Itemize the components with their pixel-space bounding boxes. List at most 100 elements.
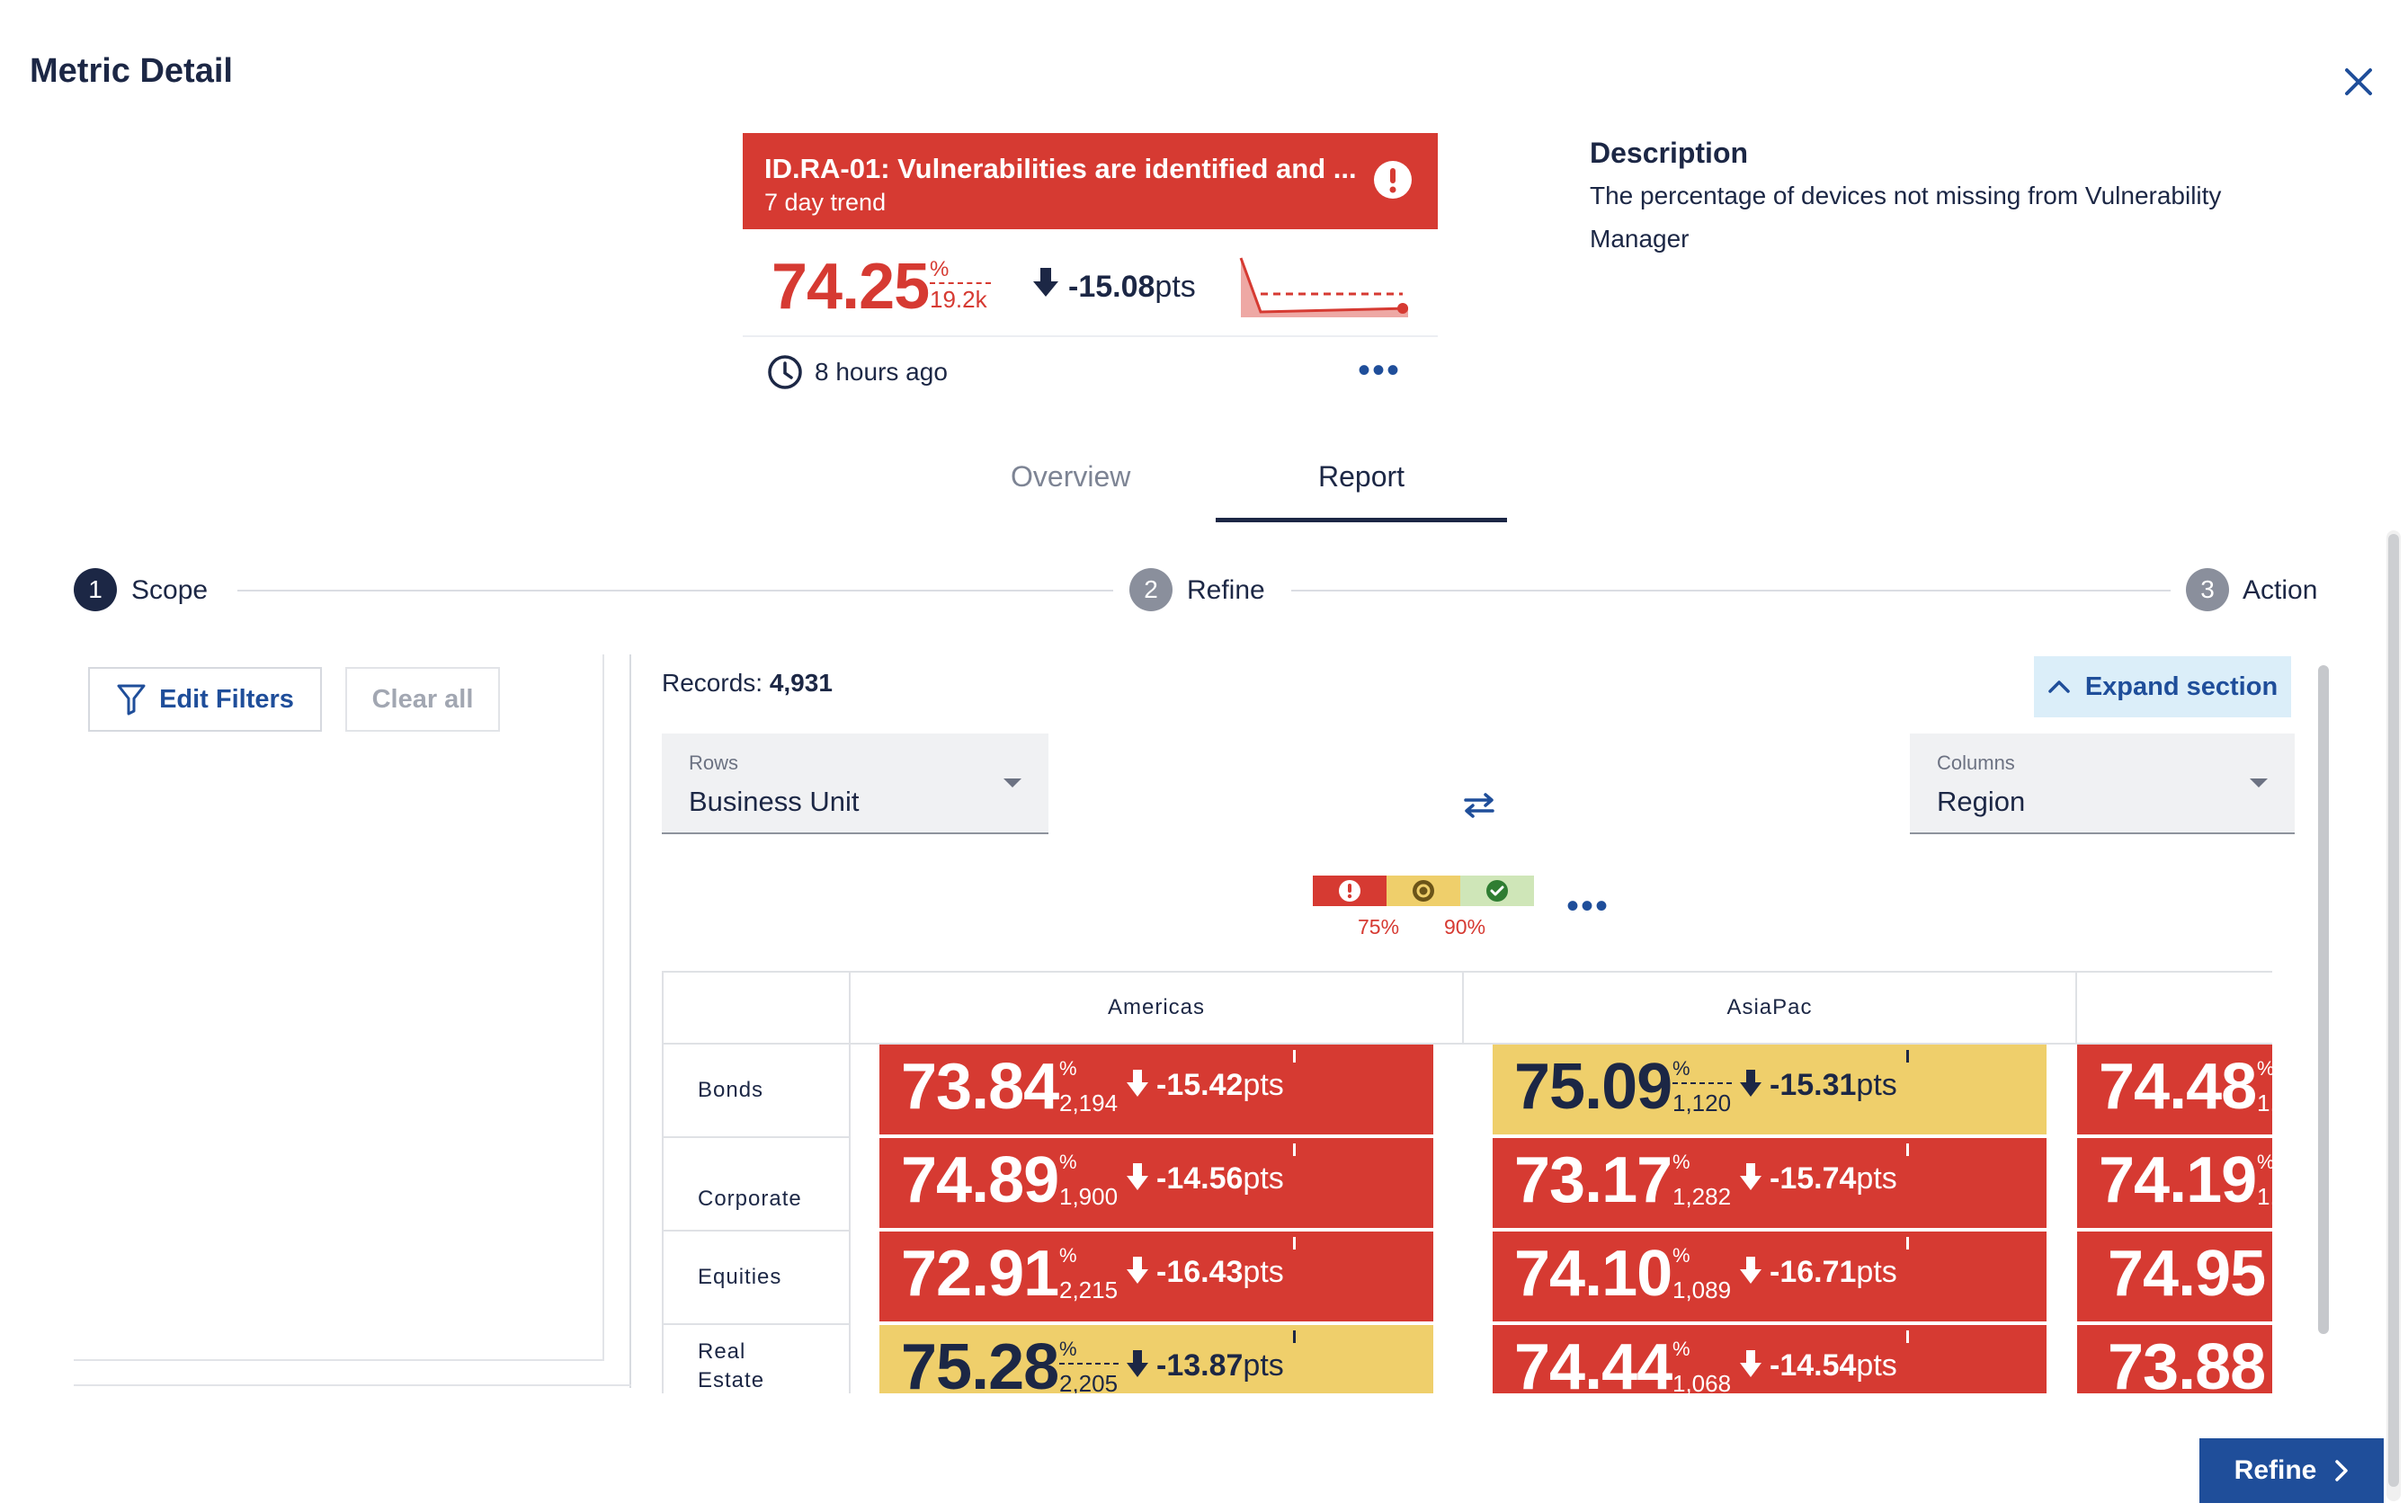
cell-delta-unit: pts	[1243, 1068, 1284, 1102]
legend-bad-segment	[1313, 876, 1387, 906]
cell-count: 1,120	[1672, 1090, 1732, 1116]
arrow-down-icon	[1127, 1070, 1148, 1097]
trend-sparkline	[1239, 257, 1409, 317]
threshold-low-label: 75%	[1358, 915, 1400, 938]
table-cell[interactable]: 72.91 % 2,215 -16.43pts	[879, 1232, 1433, 1321]
clear-all-button[interactable]: Clear all	[345, 667, 500, 732]
arrow-down-icon	[1740, 1163, 1761, 1190]
cell-count: 2,194	[1059, 1090, 1119, 1116]
metric-delta-unit: pts	[1155, 270, 1196, 304]
cell-delta: -14.54pts	[1770, 1348, 1897, 1383]
threshold-high-label: 90%	[1444, 915, 1486, 938]
table-cell[interactable]: 73.17 % 1,282 -15.74pts	[1493, 1138, 2047, 1228]
table-cell[interactable]: 75.09 % 1,120 -15.31pts	[1493, 1045, 2047, 1134]
metric-percent-symbol: %	[930, 257, 991, 284]
row-label-bonds: Bonds	[664, 1045, 851, 1138]
metric-delta: -15.08pts	[1068, 270, 1196, 305]
legend-more-options-icon[interactable]: •••	[1566, 886, 1610, 926]
cell-count: 1,068	[1672, 1370, 1732, 1393]
caret-down-icon	[1003, 778, 1021, 787]
table-cell[interactable]: 75.28 % 2,205 -13.87pts	[879, 1325, 1433, 1393]
cell-count: 2,215	[1059, 1276, 1119, 1303]
cell-marker	[1906, 1237, 1909, 1250]
table-cell[interactable]: 74.48 % 1,	[2077, 1045, 2272, 1134]
table-scrollbar[interactable]	[2318, 665, 2329, 1334]
cell-delta: -13.87pts	[1156, 1348, 1284, 1383]
chevron-right-icon	[2335, 1460, 2349, 1481]
cell-value: 74.44	[1514, 1331, 1672, 1393]
cell-delta-unit: pts	[1856, 1068, 1897, 1102]
cell-delta-value: -15.74	[1770, 1161, 1857, 1196]
active-tab-indicator	[1216, 518, 1507, 522]
tab-overview[interactable]: Overview	[1011, 460, 1131, 493]
cell-marker	[1906, 1143, 1909, 1156]
cell-count: 1,282	[1672, 1183, 1732, 1210]
threshold-legend[interactable]	[1313, 876, 1534, 906]
column-header-americas: Americas	[851, 973, 1464, 1045]
cell-delta-value: -15.31	[1770, 1068, 1857, 1102]
table-cell[interactable]: 74.10 % 1,089 -16.71pts	[1493, 1232, 2047, 1321]
page-title: Metric Detail	[30, 52, 233, 90]
refine-button[interactable]: Refine	[2199, 1438, 2384, 1503]
cell-delta: -15.31pts	[1770, 1068, 1897, 1103]
metric-value: 74.25	[771, 251, 930, 323]
step-3-indicator[interactable]: 3	[2186, 568, 2229, 611]
table-cell[interactable]: 74.95	[2077, 1232, 2272, 1321]
edit-filters-button[interactable]: Edit Filters	[88, 667, 322, 732]
table-cell[interactable]: 74.44 % 1,068 -14.54pts	[1493, 1325, 2047, 1393]
panel-separator	[629, 654, 631, 1388]
cell-delta-unit: pts	[1856, 1255, 1897, 1289]
swap-icon[interactable]	[1458, 787, 1500, 823]
tab-report[interactable]: Report	[1318, 460, 1405, 493]
metric-subtitle: 7 day trend	[764, 189, 887, 216]
rows-select[interactable]: Rows Business Unit	[662, 734, 1048, 834]
cell-percent: %	[1672, 1057, 1732, 1084]
cell-marker	[1293, 1237, 1296, 1250]
legend-warn-segment	[1387, 876, 1460, 906]
arrow-down-icon	[1127, 1350, 1148, 1377]
page-scrollbar[interactable]	[2388, 534, 2399, 1487]
arrow-down-icon	[1740, 1350, 1761, 1377]
records-count: Records: 4,931	[662, 669, 833, 698]
cell-value: 74.48	[2099, 1051, 2257, 1123]
table-cell[interactable]: 73.84 % 2,194 -15.42pts	[879, 1045, 1433, 1134]
cell-delta-unit: pts	[1243, 1348, 1284, 1383]
table-cell[interactable]: 74.89 % 1,900 -14.56pts	[879, 1138, 1433, 1228]
step-1-label[interactable]: Scope	[131, 575, 209, 605]
table-cell[interactable]: 74.19 % 1,	[2077, 1138, 2272, 1228]
more-options-icon[interactable]: •••	[1358, 351, 1402, 390]
cell-value: 73.17	[1514, 1144, 1672, 1216]
cell-value: 75.28	[901, 1331, 1059, 1393]
columns-select[interactable]: Columns Region	[1910, 734, 2295, 834]
description-title: Description	[1590, 137, 1749, 169]
warning-circle-icon	[1413, 880, 1434, 902]
cell-percent: %	[2257, 1057, 2272, 1084]
description-body: The percentage of devices not missing fr…	[1590, 182, 2222, 253]
check-circle-icon	[1486, 880, 1508, 902]
cell-marker	[1906, 1050, 1909, 1063]
step-2-label[interactable]: Refine	[1187, 575, 1265, 605]
expand-section-button[interactable]: Expand section	[2034, 656, 2291, 717]
cell-percent: %	[1059, 1244, 1077, 1267]
cell-delta-unit: pts	[1243, 1255, 1284, 1289]
cell-marker	[1293, 1050, 1296, 1063]
step-connector	[237, 590, 1113, 591]
table-cell[interactable]: 73.88	[2077, 1325, 2272, 1393]
cell-percent: %	[1059, 1338, 1119, 1365]
metric-card-header: ID.RA-01: Vulnerabilities are identified…	[743, 133, 1438, 229]
metric-delta-value: -15.08	[1068, 270, 1155, 304]
step-2-indicator[interactable]: 2	[1129, 568, 1173, 611]
row-label-real-estate: Real Estate	[664, 1325, 851, 1393]
pivot-table: Americas AsiaPac Bonds Corporate Equitie…	[662, 971, 2272, 1393]
step-1-indicator[interactable]: 1	[74, 568, 117, 611]
cell-delta: -14.56pts	[1156, 1161, 1284, 1196]
legend-good-segment	[1460, 876, 1534, 906]
metric-percent-block: % 19.2k	[930, 257, 991, 314]
step-3-label[interactable]: Action	[2243, 575, 2318, 605]
card-divider	[743, 335, 1438, 337]
rows-select-value: Business Unit	[689, 786, 860, 817]
arrow-down-icon	[1033, 268, 1058, 297]
close-icon[interactable]	[2336, 59, 2381, 104]
column-header-asiapac: AsiaPac	[1464, 973, 2077, 1045]
row-label-equities: Equities	[664, 1232, 851, 1325]
